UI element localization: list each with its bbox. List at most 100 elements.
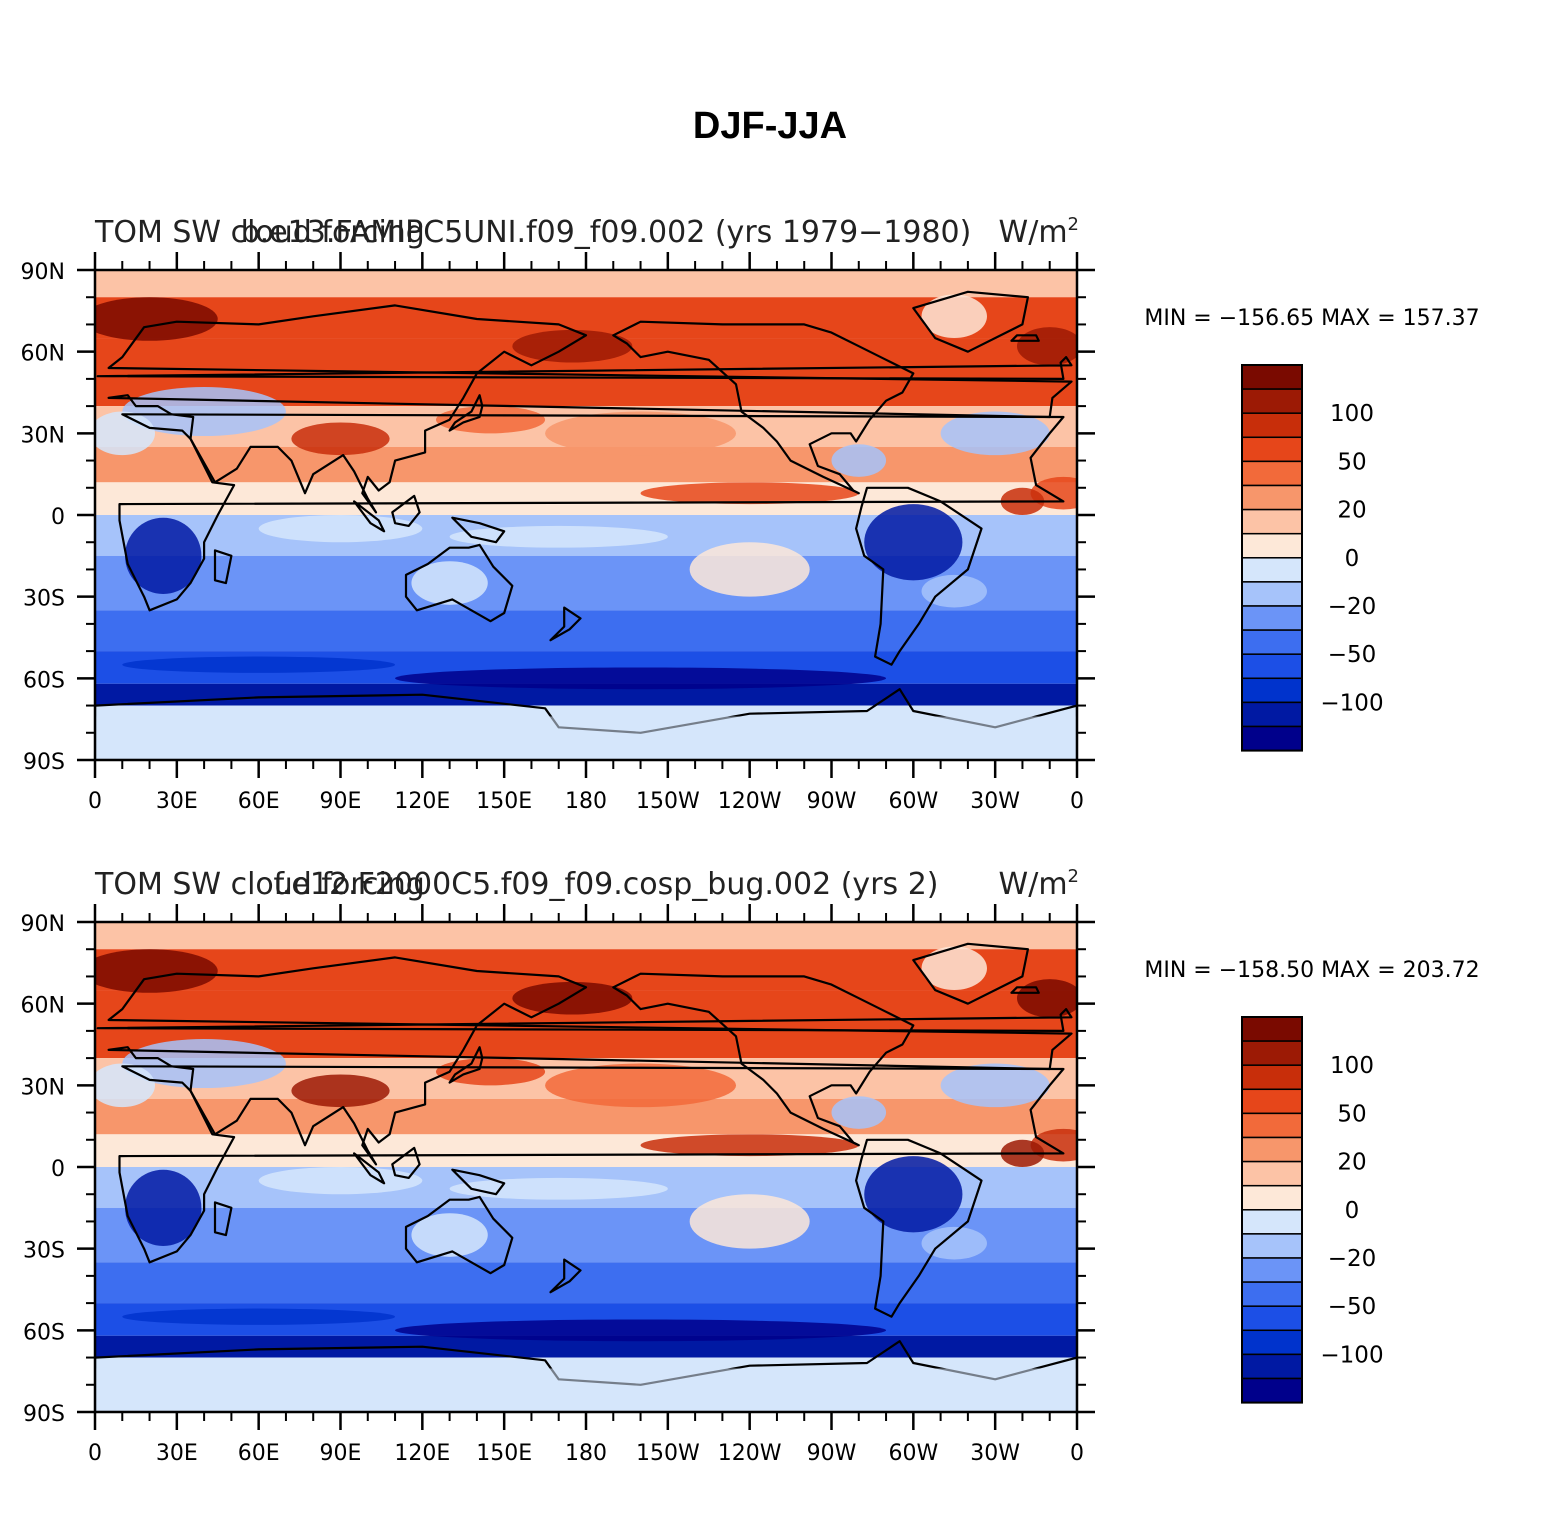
lon-tick-label: 180 bbox=[565, 789, 607, 814]
coastline-greenland bbox=[912, 942, 1030, 1005]
colorbar-swatch bbox=[1241, 1281, 1303, 1307]
lon-tick-label: 30E bbox=[156, 789, 198, 814]
lon-tick-label: 90W bbox=[807, 1441, 857, 1466]
colorbar-label: −100 bbox=[1320, 690, 1383, 716]
lat-tick-label: 90N bbox=[21, 912, 65, 937]
lon-tick-label: 120E bbox=[394, 1441, 450, 1466]
lon-tick-label: 150E bbox=[476, 1441, 532, 1466]
lon-tick-label: 90E bbox=[320, 789, 362, 814]
colorbar-swatch bbox=[1241, 436, 1303, 463]
panel-title-case: b.e13.FAMIPC5UNI.f09_f09.002 (yrs 1979−1… bbox=[241, 215, 972, 250]
colorbar-swatch bbox=[1241, 364, 1303, 390]
lat-tick-label: 60N bbox=[21, 994, 65, 1019]
coastline-japan bbox=[448, 394, 484, 432]
colorbar-swatch bbox=[1241, 1329, 1303, 1356]
colorbar-label: 100 bbox=[1330, 1053, 1374, 1079]
contour-field bbox=[95, 270, 1077, 760]
coastline-newguinea bbox=[451, 516, 506, 544]
coastline-madagascar bbox=[213, 1201, 233, 1237]
colorbar-swatch bbox=[1241, 557, 1303, 583]
coastline-iceland bbox=[1010, 334, 1040, 342]
colorbar-swatch bbox=[1241, 532, 1303, 559]
colorbar-swatch bbox=[1241, 484, 1303, 511]
panel-title-variable: TOM SW cloud forcing bbox=[94, 867, 425, 902]
lon-tick-label: 30W bbox=[970, 1441, 1020, 1466]
colorbar-swatch bbox=[1241, 581, 1303, 607]
lon-tick-label: 90E bbox=[320, 1441, 362, 1466]
coastline-iceland bbox=[1010, 986, 1040, 994]
coastline-japan bbox=[448, 1046, 484, 1084]
lat-tick-label: 0 bbox=[51, 505, 65, 530]
colorbar-label: 0 bbox=[1345, 546, 1360, 572]
colorbar-swatch bbox=[1241, 605, 1303, 631]
colorbar-label: −50 bbox=[1328, 642, 1377, 668]
antarctica-shading bbox=[95, 716, 1077, 760]
colorbar-swatch bbox=[1241, 629, 1303, 655]
colorbar-swatch bbox=[1241, 653, 1303, 680]
colorbar-label: 50 bbox=[1337, 449, 1366, 475]
lat-tick-label: 60S bbox=[23, 668, 65, 693]
coastline-uk bbox=[96, 1007, 1073, 1033]
lon-tick-label: 60E bbox=[238, 1441, 280, 1466]
colorbar-swatch bbox=[1241, 1184, 1303, 1211]
coastlines bbox=[95, 942, 1077, 1412]
panel-title-units: W/m2 bbox=[999, 214, 1079, 250]
colorbar-swatch bbox=[1241, 1305, 1303, 1332]
lat-tick-label: 30S bbox=[23, 587, 65, 612]
lat-tick-label: 30N bbox=[21, 1075, 65, 1100]
min-max-stats: MIN = −158.50 MAX = 203.72 bbox=[1144, 958, 1479, 983]
lat-tick-label: 30N bbox=[21, 423, 65, 448]
colorbar: 100 50 20 0 −20 −50 −100 bbox=[1241, 1016, 1384, 1404]
coastline-northamerica bbox=[612, 320, 915, 495]
colorbar-label: −100 bbox=[1320, 1342, 1383, 1368]
colorbar-swatch bbox=[1241, 1160, 1303, 1187]
colorbar-label: −20 bbox=[1328, 1246, 1377, 1272]
lon-tick-label: 0 bbox=[1070, 789, 1084, 814]
lat-tick-label: 0 bbox=[51, 1157, 65, 1182]
colorbar-swatch bbox=[1241, 701, 1303, 728]
colorbar-label: −50 bbox=[1328, 1294, 1377, 1320]
coastline-eurasia bbox=[107, 956, 1073, 1166]
lon-tick-label: 0 bbox=[88, 1441, 102, 1466]
colorbar-label: 100 bbox=[1330, 401, 1374, 427]
contour-field bbox=[95, 922, 1077, 1412]
lon-tick-label: 120W bbox=[718, 1441, 782, 1466]
lon-tick-label: 60W bbox=[888, 1441, 938, 1466]
lon-tick-label: 180 bbox=[565, 1441, 607, 1466]
panel-title-variable: TOM SW cloud forcing bbox=[94, 215, 425, 250]
colorbar-swatch bbox=[1241, 677, 1303, 704]
colorbar-label: 50 bbox=[1337, 1101, 1366, 1127]
colorbar-swatch bbox=[1241, 388, 1303, 414]
colorbar-swatch bbox=[1241, 1377, 1303, 1404]
colorbar-swatch bbox=[1241, 508, 1303, 535]
coastline-northamerica bbox=[612, 972, 915, 1147]
coastline-sumatra bbox=[353, 500, 386, 533]
lat-tick-label: 60N bbox=[21, 342, 65, 367]
lon-tick-label: 120E bbox=[394, 789, 450, 814]
coastline-southamerica bbox=[854, 1138, 983, 1318]
lon-tick-label: 150W bbox=[636, 1441, 700, 1466]
coastline-eurasia bbox=[107, 304, 1073, 514]
coastline-borneo bbox=[391, 1146, 421, 1180]
colorbar-swatch bbox=[1241, 1353, 1303, 1380]
colorbar: 100 50 20 0 −20 −50 −100 bbox=[1241, 364, 1384, 752]
colorbar-swatch bbox=[1241, 1016, 1303, 1042]
colorbar-swatch bbox=[1241, 1112, 1303, 1139]
lon-tick-label: 30W bbox=[970, 789, 1020, 814]
coastline-southamerica bbox=[854, 486, 983, 666]
coastline-australia bbox=[404, 543, 514, 623]
lat-tick-label: 60S bbox=[23, 1320, 65, 1345]
antarctica-shading bbox=[95, 1368, 1077, 1412]
lon-tick-label: 150W bbox=[636, 789, 700, 814]
lat-tick-label: 90S bbox=[23, 750, 65, 775]
map-panel-2: 90N 60N 30N 0 30S 60S 90S 0 30E 60E 90E 120E 150E 180… bbox=[21, 866, 1480, 1466]
coastline-africa bbox=[118, 413, 1065, 612]
colorbar-swatch bbox=[1241, 1257, 1303, 1283]
figure-title: DJF-JJA bbox=[693, 105, 847, 147]
colorbar-label: 20 bbox=[1337, 498, 1366, 524]
lon-tick-label: 150E bbox=[476, 789, 532, 814]
map-panel-1: 90N 60N 30N 0 30S 60S 90S 0 30E 60E 90E 120E 150E 180… bbox=[21, 214, 1480, 814]
coastline-uk bbox=[96, 356, 1073, 380]
colorbar-label: −20 bbox=[1328, 594, 1377, 620]
